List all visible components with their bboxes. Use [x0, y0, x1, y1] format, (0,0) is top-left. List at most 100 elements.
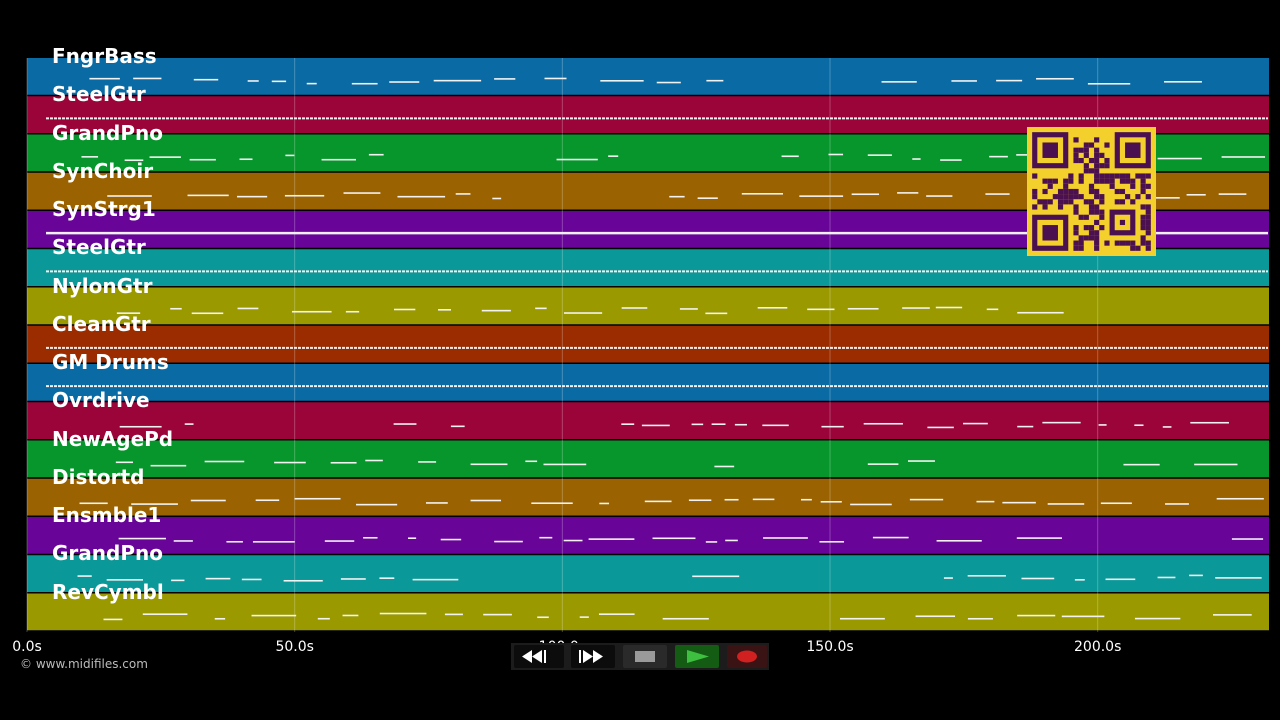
note: [149, 156, 181, 158]
time-tick-label: 200.0s: [1074, 639, 1122, 655]
note: [967, 617, 993, 620]
track-lane: [27, 593, 1269, 631]
note: [1061, 615, 1105, 618]
note: [251, 614, 297, 617]
note: [1047, 503, 1085, 505]
note: [850, 503, 892, 506]
note: [1042, 421, 1081, 424]
note: [724, 498, 739, 501]
track-label: Ensmble1: [52, 503, 162, 527]
note: [705, 312, 728, 315]
note: [1218, 193, 1247, 195]
track-lane: [27, 517, 1269, 554]
note: [539, 536, 553, 539]
note: [679, 308, 698, 310]
track-label: FngrBass: [52, 44, 157, 68]
note: [985, 193, 1010, 195]
note: [283, 579, 323, 582]
note: [171, 579, 185, 582]
note: [579, 616, 589, 618]
track-label: Ovrdrive: [52, 388, 150, 413]
note: [1016, 154, 1028, 156]
note: [306, 82, 317, 85]
note: [621, 307, 648, 309]
note: [691, 423, 704, 426]
track-lane: [27, 364, 1269, 401]
note: [1194, 463, 1238, 466]
track-lane: [27, 555, 1269, 592]
note: [291, 310, 332, 313]
track-lane: [27, 58, 1269, 95]
note: [763, 537, 808, 539]
note: [389, 81, 420, 83]
note: [343, 192, 381, 194]
note: [1021, 577, 1055, 580]
note: [1190, 421, 1229, 424]
track-lane: [27, 440, 1269, 478]
note: [1017, 311, 1064, 314]
track-label: SteelGtr: [52, 82, 146, 107]
note: [204, 460, 245, 463]
note: [345, 310, 360, 313]
stop-button[interactable]: [623, 645, 667, 668]
note: [483, 613, 512, 616]
fast-forward-button[interactable]: [571, 645, 615, 668]
note: [285, 154, 295, 157]
note: [734, 423, 747, 426]
note: [239, 158, 253, 161]
note: [440, 538, 462, 541]
note: [976, 500, 995, 503]
note: [608, 155, 619, 157]
note: [214, 617, 226, 620]
play-button[interactable]: [675, 645, 719, 668]
note: [173, 540, 193, 542]
note: [563, 312, 603, 314]
note: [1164, 81, 1202, 83]
note: [116, 312, 141, 314]
note: [79, 502, 108, 505]
rewind-button[interactable]: [514, 645, 564, 668]
play-icon: [687, 650, 709, 663]
note: [897, 192, 919, 194]
note: [705, 541, 718, 543]
note: [847, 307, 879, 310]
note: [1134, 424, 1144, 427]
note: [379, 612, 427, 615]
time-tick-label: 150.0s: [806, 639, 854, 655]
note: [271, 80, 287, 83]
note: [118, 537, 166, 540]
note: [872, 536, 909, 539]
note: [867, 154, 892, 156]
note: [340, 578, 366, 580]
track-label: NewAgePd: [52, 426, 174, 451]
note: [1017, 614, 1056, 617]
note: [170, 307, 182, 310]
note: [1016, 537, 1062, 539]
note: [652, 537, 696, 540]
note: [662, 617, 709, 620]
note: [142, 613, 188, 615]
note: [393, 308, 416, 311]
note: [418, 461, 437, 463]
note: [801, 498, 812, 501]
track-label: SynChoir: [52, 158, 154, 183]
note: [106, 579, 144, 581]
note: [1017, 425, 1034, 428]
note: [656, 81, 681, 84]
note: [1100, 502, 1132, 505]
note: [494, 540, 523, 543]
record-button[interactable]: [727, 645, 767, 668]
note: [89, 77, 120, 80]
note: [119, 425, 162, 428]
note: [190, 499, 226, 502]
note: [1074, 579, 1085, 581]
time-tick-label: 50.0s: [275, 639, 314, 655]
note: [935, 306, 963, 309]
note: [907, 460, 935, 462]
note: [481, 309, 511, 312]
track-lane: [27, 402, 1269, 439]
note: [103, 618, 123, 621]
note: [1098, 424, 1107, 426]
note: [940, 159, 962, 161]
note: [986, 308, 999, 311]
